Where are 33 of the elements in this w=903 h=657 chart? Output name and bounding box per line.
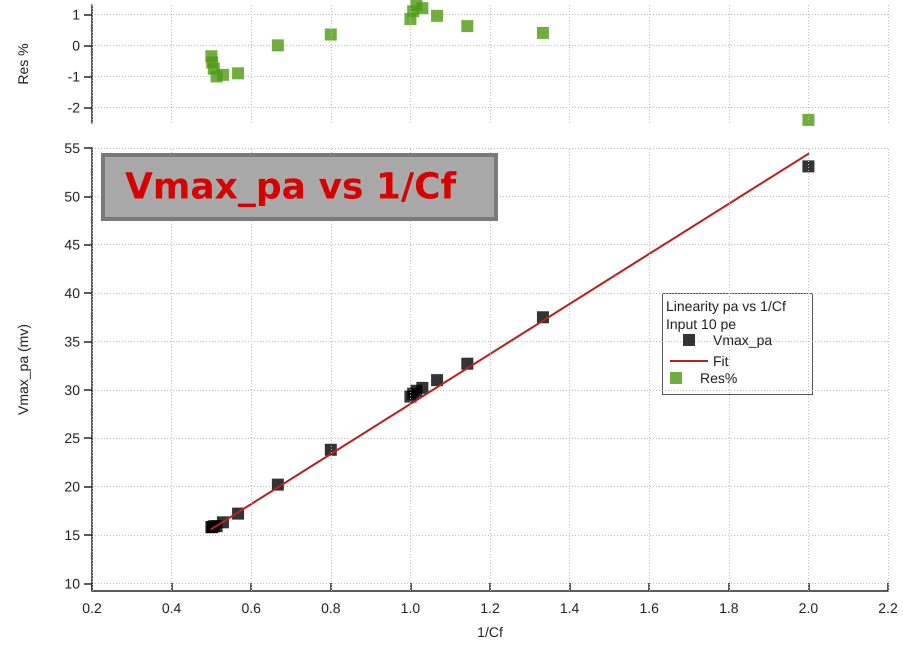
- x-tick-label: 1.8: [719, 600, 739, 616]
- y-tick-label: 40: [64, 285, 80, 302]
- y-axis-title: Res %: [15, 43, 31, 85]
- x-tick-label: 1.2: [480, 600, 500, 616]
- text: Vmax_pa vs 1/Cf: [125, 166, 457, 208]
- y-tick-label: 45: [64, 236, 80, 253]
- y-tick-label: 20: [64, 478, 80, 495]
- y-tick-label: 50: [64, 188, 80, 204]
- x-axis-title: 1/Cf: [477, 624, 503, 640]
- y-tick-label: 1: [72, 6, 80, 22]
- y-tick-label: 55: [64, 140, 80, 156]
- y-tick-label: 0: [72, 37, 80, 54]
- y-tick-label: 25: [64, 430, 80, 446]
- legend-label: Fit: [713, 353, 729, 369]
- y-tick-label: -2: [68, 99, 80, 116]
- x-tick-label: 2.2: [878, 600, 898, 616]
- x-tick-label: 0.4: [162, 600, 182, 616]
- x-tick-label: 1.6: [639, 600, 660, 616]
- y-tick-label: 30: [64, 382, 80, 398]
- y-tick-label: 15: [64, 526, 80, 543]
- y-axis-title: Vmax_pa (mv): [15, 324, 31, 416]
- y-tick-label: 10: [64, 575, 80, 592]
- legend-label: Vmax_pa: [713, 332, 772, 348]
- y-tick-label: 35: [64, 333, 80, 350]
- x-tick-label: 2.0: [798, 600, 818, 616]
- x-tick-label: 0.8: [321, 600, 341, 616]
- y-tick-label: -1: [68, 68, 80, 84]
- legend-title: Linearity pa vs 1/Cf Input 10 pe: [666, 298, 786, 332]
- x-tick-label: 0.2: [82, 600, 102, 616]
- x-tick-label: 0.6: [241, 600, 262, 616]
- legend-label: Res%: [700, 370, 738, 386]
- x-tick-label: 1.4: [560, 600, 580, 616]
- x-tick-label: 1.0: [400, 600, 420, 616]
